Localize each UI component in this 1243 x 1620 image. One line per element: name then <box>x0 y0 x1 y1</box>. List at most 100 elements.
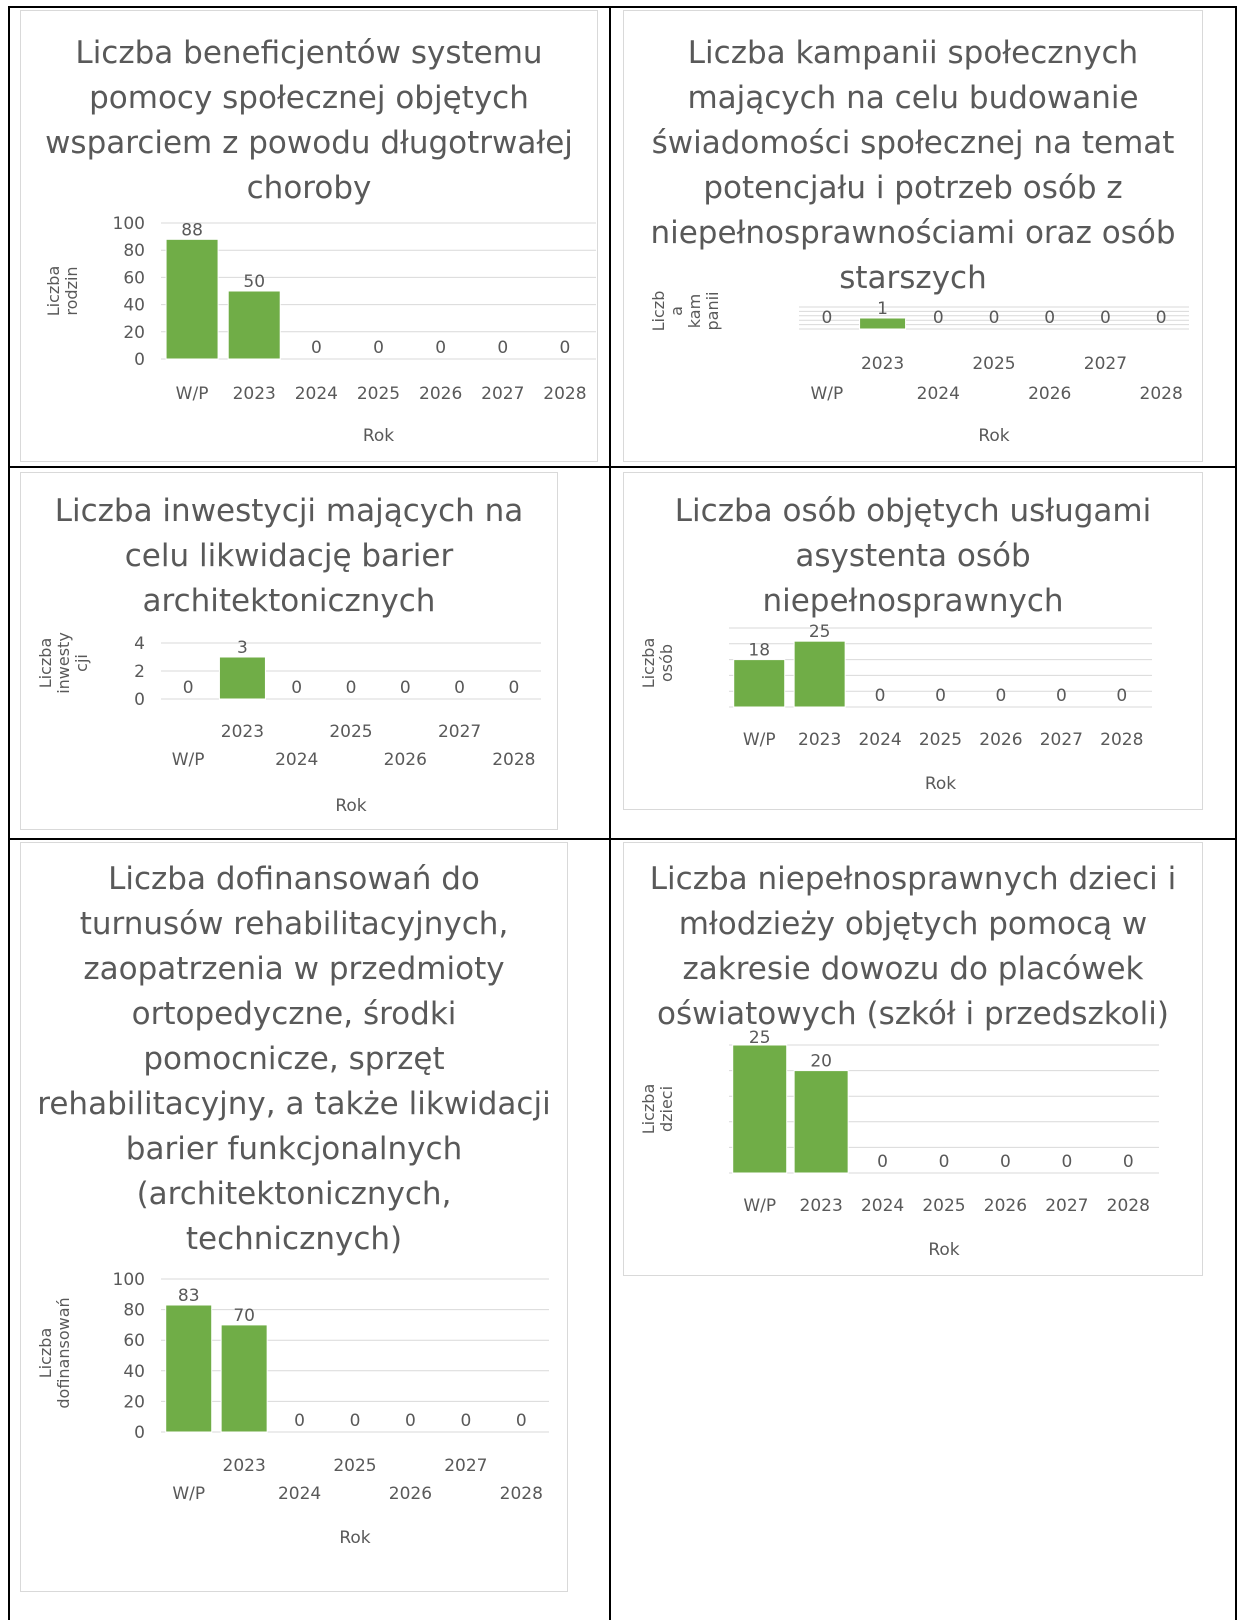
chart-panel-dowoz: Liczba niepełnosprawnych dzieci i młodzie… <box>623 842 1203 1276</box>
chart-title-line: potencjału i potrzeb osób z <box>703 170 1123 206</box>
x-tick-label: 2024 <box>858 730 901 750</box>
table-border-middle <box>609 6 611 1620</box>
x-tick-label: W/P <box>743 1196 776 1216</box>
chart-plot: 0 20 40 60 80 100 83 70 0 0 0 0 0 W/P 2023 2024 2025 2026… <box>36 1270 549 1548</box>
data-label: 0 <box>1156 308 1167 328</box>
x-tick-label: 2025 <box>333 1456 376 1476</box>
chart-title: Liczba kampanii społecznych mających na c… <box>624 31 1202 301</box>
x-tick-label: 2028 <box>1107 1196 1150 1216</box>
x-axis-title: Rok <box>363 426 394 446</box>
y-axis-title-line: a <box>667 306 686 316</box>
bar <box>218 656 266 700</box>
table-border-top <box>8 6 1237 8</box>
chart-title-line: zakresie dowozu do placówek <box>682 951 1144 987</box>
chart-title-line: ortopedyczne, środki <box>131 996 457 1032</box>
chart-title-line: młodzieży objętych pomocą w <box>678 906 1148 942</box>
bar <box>793 640 846 708</box>
chart-title-line: barier funkcjonalnych <box>125 1131 463 1167</box>
data-label: 0 <box>935 686 946 706</box>
x-tick-label: 2026 <box>979 730 1022 750</box>
x-tick-label: 2027 <box>438 722 481 742</box>
x-axis-title: Rok <box>335 796 366 816</box>
data-label: 0 <box>1056 686 1067 706</box>
data-label: 0 <box>1061 1152 1072 1172</box>
chart-title-line: niepełnosprawnych <box>762 583 1064 619</box>
bar <box>165 1304 213 1433</box>
table-border-row1 <box>8 466 1237 468</box>
chart-panel-beneficjenci: Liczba beneficjentów systemu pomocy społe… <box>20 10 598 462</box>
x-tick-label: 2025 <box>357 384 400 404</box>
data-label: 0 <box>1000 1152 1011 1172</box>
chart-title-line: wsparciem z powodu długotrwałej <box>45 125 573 161</box>
y-tick-label: 20 <box>123 1392 145 1412</box>
data-label: 88 <box>181 220 203 240</box>
data-label: 25 <box>809 622 831 642</box>
bar <box>732 1044 788 1174</box>
bar <box>733 659 786 708</box>
x-tick-label: 2027 <box>444 1456 487 1476</box>
data-label: 0 <box>508 678 519 698</box>
x-axis-title: Rok <box>925 774 956 794</box>
data-label: 0 <box>877 1152 888 1172</box>
data-label: 0 <box>989 308 1000 328</box>
chart-title-line: Liczba osób objętych usługami <box>674 493 1152 529</box>
chart-title-line: asystenta osób <box>795 538 1031 574</box>
x-tick-label: 2025 <box>329 722 372 742</box>
y-tick-label: 80 <box>123 241 145 261</box>
x-axis-title: Rok <box>978 426 1009 446</box>
x-tick-label: 2023 <box>233 384 276 404</box>
chart-title: Liczba osób objętych usługami asystenta o… <box>624 489 1202 624</box>
chart-title-line: rehabilitacyjny, a także likwidacji <box>37 1086 551 1122</box>
y-axis-title-line: inwesty <box>54 632 73 694</box>
chart-title-line: oświatowych (szkół i przedszkoli) <box>657 996 1169 1032</box>
data-label: 0 <box>350 1411 361 1431</box>
data-label: 0 <box>311 338 322 358</box>
data-label: 0 <box>1116 686 1127 706</box>
x-tick-label: 2027 <box>481 384 524 404</box>
chart-title-line: turnusów rehabilitacyjnych, <box>79 906 509 942</box>
x-tick-label: 2026 <box>984 1196 1027 1216</box>
y-tick-label: 40 <box>123 296 145 316</box>
x-tick-label: 2024 <box>861 1196 904 1216</box>
y-axis-title: Liczbadofinansowań <box>36 1297 73 1408</box>
y-axis-title-line: Liczba <box>639 1084 658 1135</box>
x-tick-label: 2028 <box>492 750 535 770</box>
x-tick-label: 2025 <box>922 1196 965 1216</box>
y-tick-label: 60 <box>123 268 145 288</box>
y-axis-title-line: Liczba <box>36 638 55 689</box>
y-axis-title-line: Liczba <box>36 1328 55 1379</box>
x-tick-label: 2026 <box>419 384 462 404</box>
data-label: 0 <box>497 338 508 358</box>
x-tick-label: 2023 <box>800 1196 843 1216</box>
data-label: 0 <box>560 338 571 358</box>
chart-title-line: starszych <box>839 260 987 296</box>
data-label: 0 <box>454 678 465 698</box>
y-tick-label: 0 <box>134 350 145 370</box>
x-tick-label: 2023 <box>223 1456 266 1476</box>
y-axis-title-line: osób <box>657 644 676 682</box>
chart-title-line: Liczba dofinansowań do <box>108 861 480 897</box>
x-tick-label: 2028 <box>500 1484 543 1504</box>
data-label: 0 <box>346 678 357 698</box>
y-axis-title-line: panii <box>703 292 722 331</box>
x-tick-label: 2025 <box>919 730 962 750</box>
chart-plot: 0 2 4 0 3 0 0 0 0 0 W/P 2023 2024 2025 2026 2027 2028 Rok… <box>36 632 541 816</box>
data-label: 0 <box>1123 1152 1134 1172</box>
y-tick-label: 4 <box>134 634 145 654</box>
data-label: 70 <box>233 1306 255 1326</box>
chart-plot: 0 20 40 60 80 100 88 50 0 0 0 0 0 W/P 2023 2024 2025 2026… <box>44 214 596 446</box>
x-axis-title: Rok <box>339 1528 370 1548</box>
y-axis-title-line: kam <box>685 294 704 328</box>
data-label: 0 <box>821 308 832 328</box>
data-label: 0 <box>516 1411 527 1431</box>
x-tick-label: W/P <box>810 384 843 404</box>
y-axis-title-line: rodzin <box>62 266 81 315</box>
x-tick-label: 2027 <box>1045 1196 1088 1216</box>
x-tick-label: 2024 <box>295 384 338 404</box>
x-tick-label: 2026 <box>389 1484 432 1504</box>
chart-title-line: Liczba beneficjentów systemu <box>75 35 543 71</box>
x-tick-label: W/P <box>176 384 209 404</box>
y-tick-label: 0 <box>134 690 145 710</box>
data-label: 0 <box>435 338 446 358</box>
